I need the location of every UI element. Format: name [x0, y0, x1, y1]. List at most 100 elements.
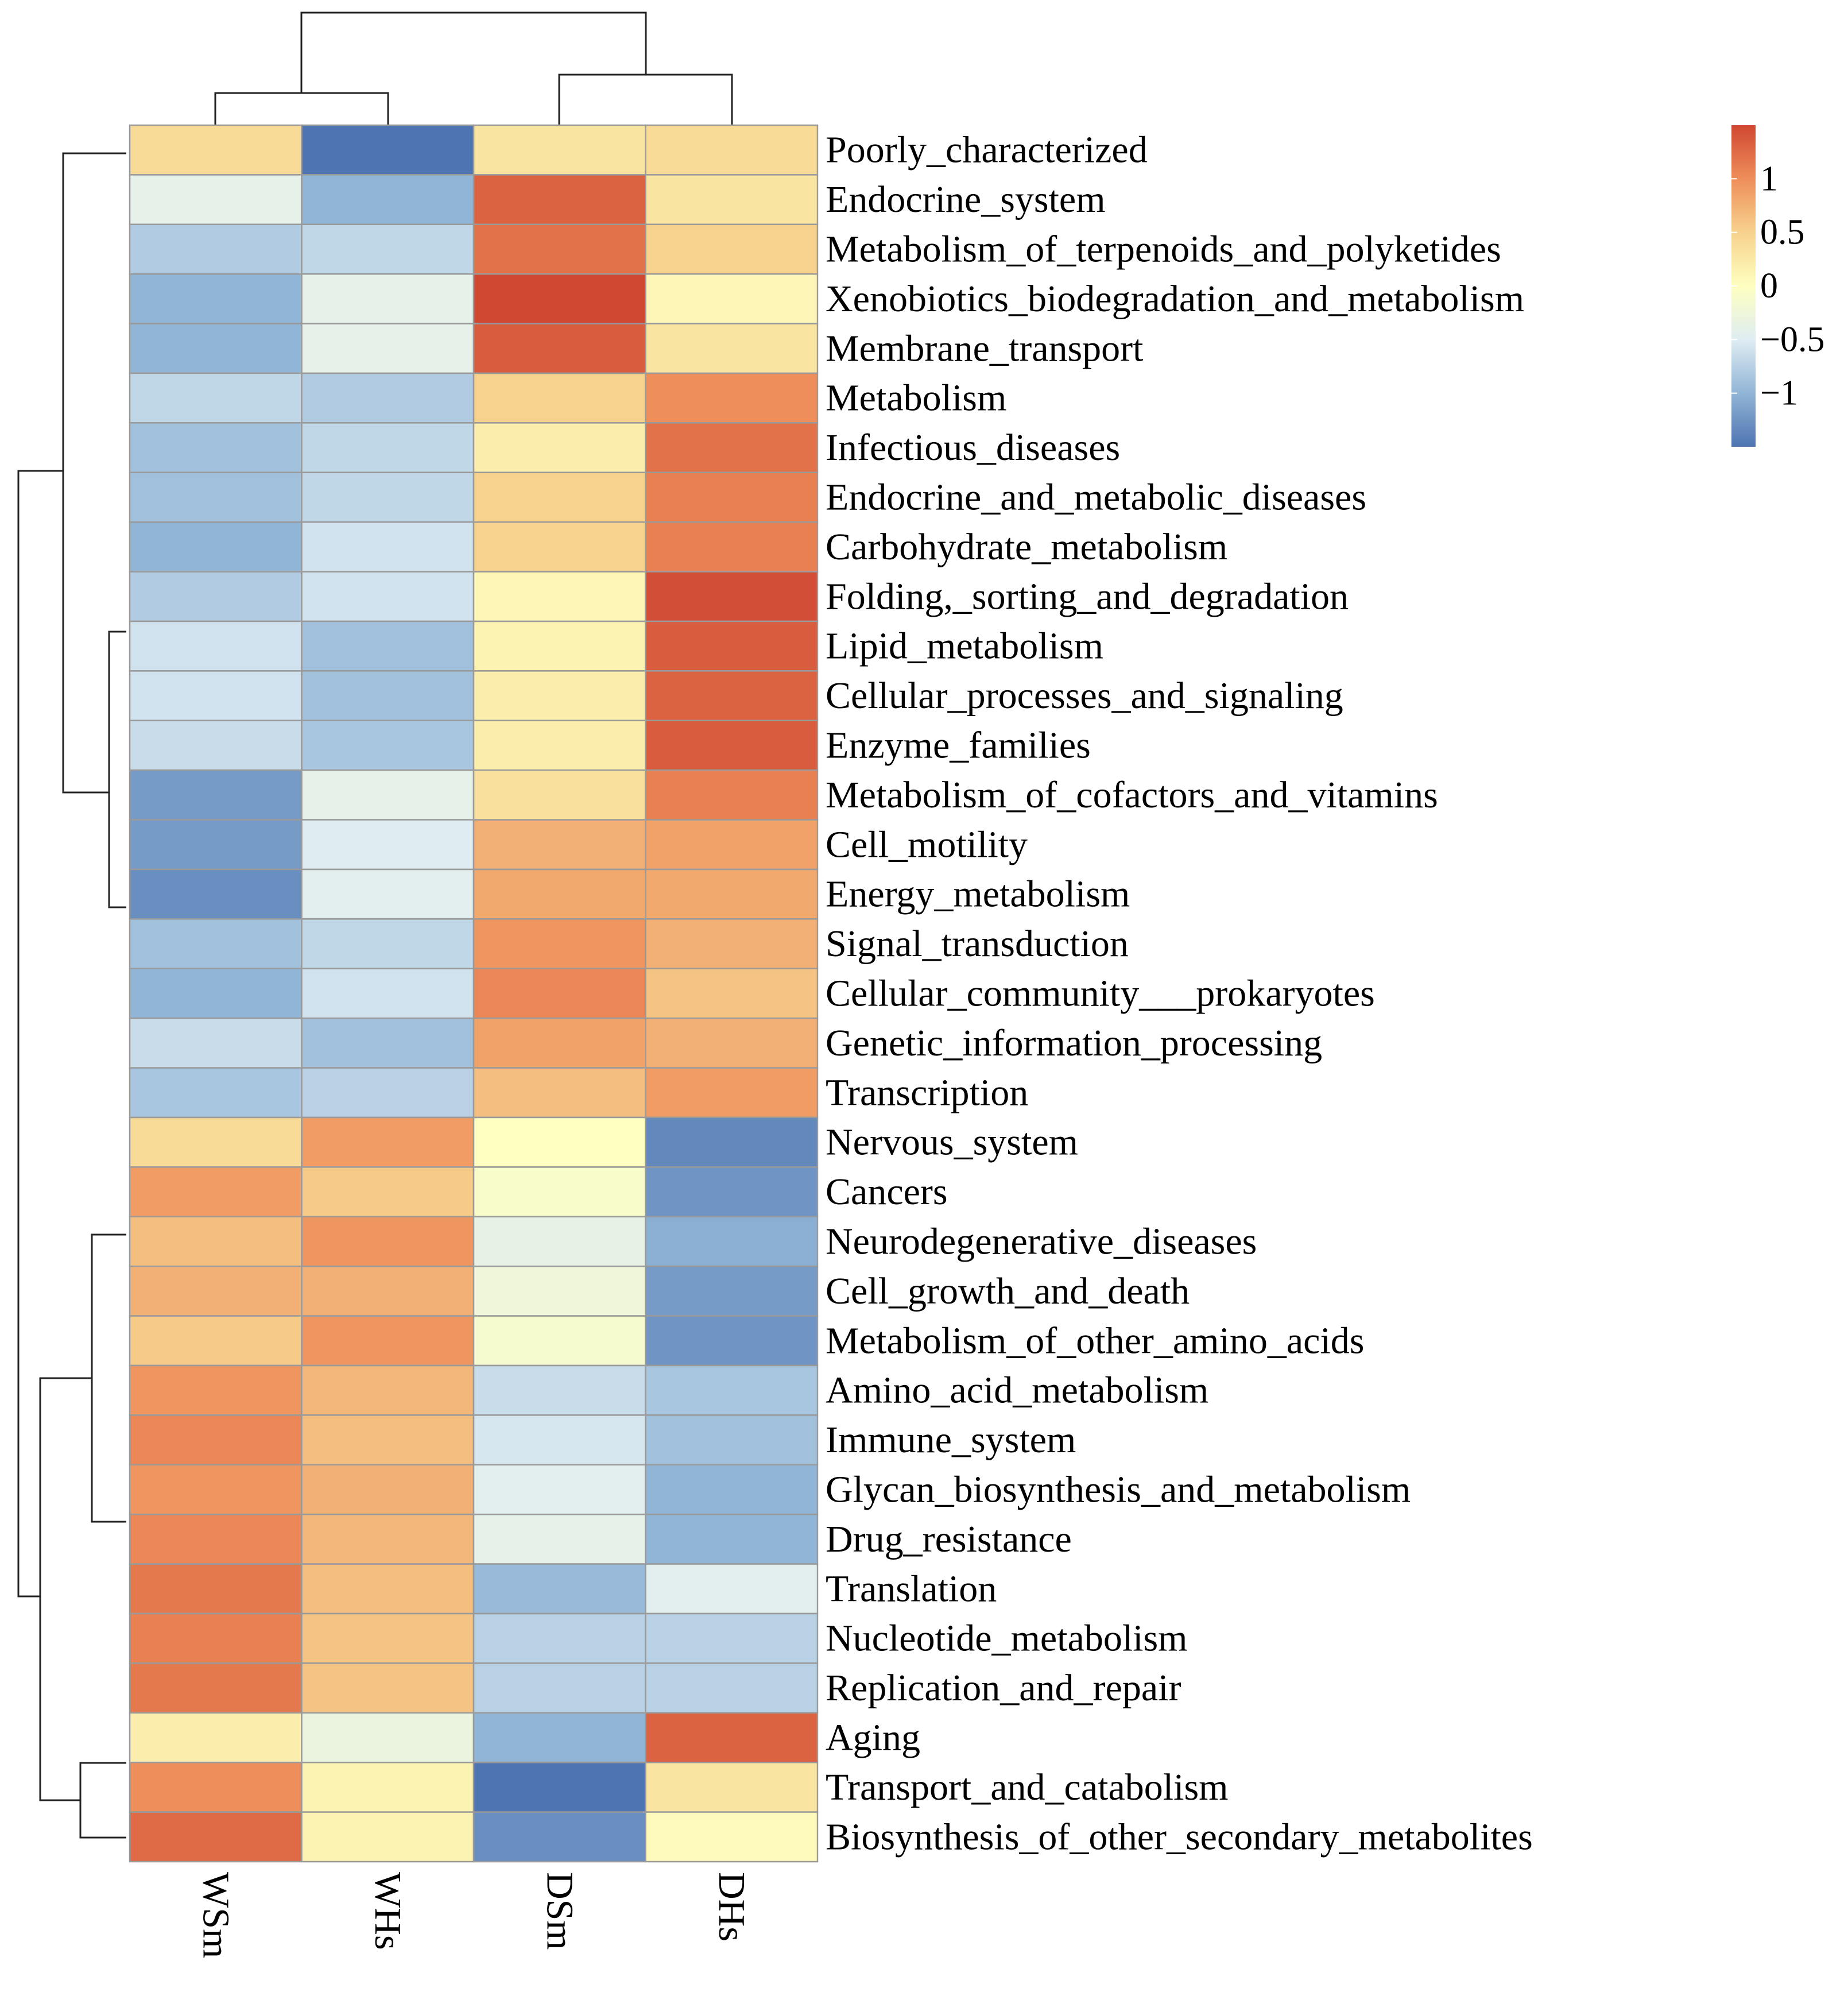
- heatmap-cell: [645, 521, 819, 573]
- heatmap-cell: [129, 1414, 303, 1466]
- heatmap-cell: [301, 1513, 475, 1565]
- heatmap-cell: [472, 1811, 646, 1863]
- heatmap-cell: [301, 372, 475, 424]
- heatmap-cell: [129, 273, 303, 324]
- row-label: Cell_motility: [826, 823, 1028, 865]
- heatmap-cell: [301, 1662, 475, 1714]
- heatmap-cell: [129, 1364, 303, 1416]
- row-dendro-branch-lower: [39, 1377, 92, 1801]
- column-dendrogram: [214, 11, 733, 125]
- row-label: Translation: [826, 1568, 997, 1610]
- row-label: Metabolism: [826, 377, 1006, 419]
- heatmap-cell: [645, 1612, 819, 1664]
- heatmap-cell: [129, 620, 303, 672]
- heatmap-cell: [301, 1712, 475, 1763]
- heatmap-cell: [129, 223, 303, 275]
- heatmap-cell: [129, 372, 303, 424]
- heatmap-cell: [301, 968, 475, 1019]
- heatmap-cell: [472, 868, 646, 920]
- row-label: Membrane_transport: [826, 327, 1144, 369]
- heatmap-cell: [645, 571, 819, 622]
- heatmap-cell: [472, 1216, 646, 1267]
- row-label: Transport_and_catabolism: [826, 1766, 1228, 1808]
- row-label: Cellular_community___prokaryotes: [826, 973, 1375, 1015]
- heatmap-cell: [645, 1017, 819, 1069]
- heatmap-cell: [645, 1414, 819, 1466]
- row-label: Enzyme_families: [826, 725, 1091, 767]
- row-label: Folding,_sorting_and_degradation: [826, 575, 1349, 617]
- row-label: Infectious_diseases: [826, 427, 1120, 469]
- legend-tick-label: 0: [1760, 266, 1778, 305]
- col-dendro-right-branch: [558, 74, 733, 125]
- heatmap-cell: [301, 323, 475, 374]
- heatmap-cell: [645, 1563, 819, 1615]
- heatmap-cell: [645, 471, 819, 523]
- row-label: Aging: [826, 1717, 920, 1759]
- column-label: WSm: [195, 1872, 237, 1958]
- column-label: DHs: [711, 1872, 753, 1941]
- heatmap-cell: [645, 1761, 819, 1813]
- heatmap-cell: [129, 521, 303, 573]
- heatmap-cell: [645, 868, 819, 920]
- legend-tick-label: −1: [1760, 374, 1798, 413]
- heatmap-cell: [129, 1513, 303, 1565]
- column-label: WHs: [367, 1872, 409, 1950]
- legend-tick-label: 0.5: [1760, 213, 1805, 252]
- heatmap-cell: [472, 720, 646, 771]
- heatmap-cell: [301, 223, 475, 275]
- heatmap-cell: [129, 1563, 303, 1615]
- heatmap-cell: [129, 1612, 303, 1664]
- row-label: Lipid_metabolism: [826, 625, 1103, 667]
- heatmap-cell: [129, 1662, 303, 1714]
- heatmap-cells: [129, 124, 819, 1863]
- heatmap-cell: [472, 1067, 646, 1119]
- row-label: Nervous_system: [826, 1121, 1078, 1163]
- heatmap-cell: [301, 1612, 475, 1664]
- heatmap-cell: [129, 918, 303, 970]
- row-dendro-branch-bottom: [79, 1762, 126, 1839]
- heatmap-cell: [301, 819, 475, 871]
- heatmap-cell: [129, 670, 303, 722]
- row-label: Endocrine_system: [826, 179, 1106, 221]
- row-label: Immune_system: [826, 1419, 1076, 1461]
- heatmap-cell: [645, 422, 819, 474]
- heatmap-cell: [645, 720, 819, 771]
- heatmap-cell: [472, 1364, 646, 1416]
- heatmap-cell: [301, 1216, 475, 1267]
- heatmap-cell: [129, 1761, 303, 1813]
- row-dendro-root: [17, 470, 63, 1598]
- heatmap-cell: [472, 422, 646, 474]
- heatmap-cell: [301, 571, 475, 622]
- heatmap-cell: [472, 1265, 646, 1317]
- row-label: Metabolism_of_other_amino_acids: [826, 1320, 1364, 1362]
- row-label: Genetic_information_processing: [826, 1022, 1322, 1064]
- heatmap-cell: [129, 968, 303, 1019]
- heatmap-cell: [472, 1414, 646, 1466]
- heatmap-cell: [129, 422, 303, 474]
- heatmap-cell: [645, 273, 819, 324]
- heatmap-cell: [472, 273, 646, 324]
- heatmap-cell: [472, 571, 646, 622]
- row-label: Cellular_processes_and_signaling: [826, 675, 1343, 717]
- heatmap-cell: [129, 819, 303, 871]
- row-dendro-branch-upper: [62, 152, 126, 794]
- heatmap-cell: [645, 1513, 819, 1565]
- heatmap-cell: [129, 1116, 303, 1168]
- row-dendro-branch-middle: [91, 1233, 126, 1523]
- row-label: Amino_acid_metabolism: [826, 1370, 1208, 1411]
- heatmap-cell: [129, 868, 303, 920]
- row-label: Replication_and_repair: [826, 1667, 1181, 1709]
- heatmap-cell: [472, 1761, 646, 1813]
- heatmap-cell: [301, 1017, 475, 1069]
- heatmap-cell: [645, 1811, 819, 1863]
- row-label: Energy_metabolism: [826, 873, 1130, 915]
- legend-ticks: 1 0.5 0 −0.5 −1: [1731, 159, 1824, 413]
- row-label: Xenobiotics_biodegradation_and_metabolis…: [826, 278, 1524, 320]
- heatmap-cell: [645, 670, 819, 722]
- heatmap-cell: [301, 720, 475, 771]
- heatmap-cell: [472, 471, 646, 523]
- row-label: Metabolism_of_terpenoids_and_polyketides: [826, 229, 1501, 270]
- heatmap-cell: [472, 323, 646, 374]
- heatmap-cell: [129, 323, 303, 374]
